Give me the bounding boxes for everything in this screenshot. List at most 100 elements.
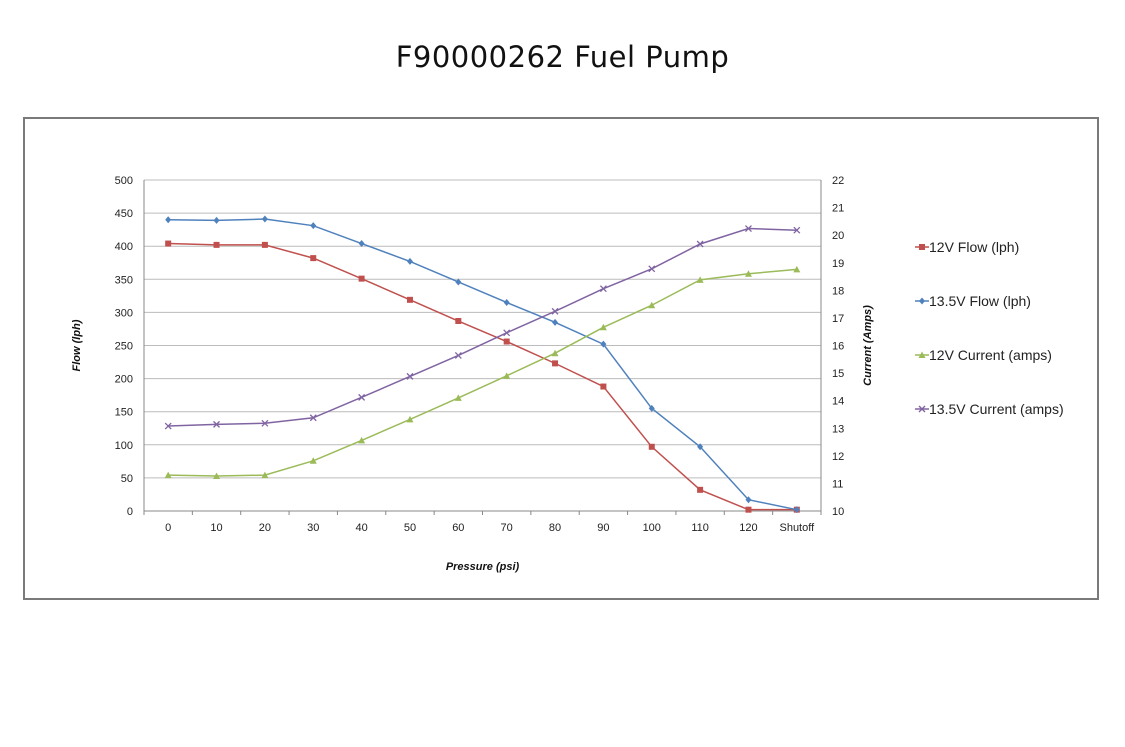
data-point	[165, 216, 172, 224]
y2-tick-label: 20	[832, 230, 844, 242]
series	[164, 215, 801, 514]
marker-stroke	[503, 329, 511, 337]
data-point	[164, 471, 172, 479]
y-tick-label: 100	[115, 440, 133, 452]
series-12v-flow-lph	[165, 240, 800, 513]
data-point	[503, 329, 511, 337]
x-tick-label: 110	[691, 522, 709, 534]
legend-item: 13.5V Flow (lph)	[915, 293, 1031, 309]
data-point	[648, 265, 656, 273]
legend-label: 12V Current (amps)	[929, 347, 1052, 363]
data-point	[261, 471, 269, 479]
y-tick-label: 500	[115, 175, 133, 187]
y-tick-label: 400	[115, 241, 133, 253]
data-point	[503, 338, 510, 345]
data-point	[358, 393, 366, 401]
y2-tick-label: 22	[832, 175, 844, 187]
marker-stroke	[745, 225, 752, 233]
marker-stroke	[696, 240, 704, 248]
x-tick-label: 100	[643, 522, 661, 534]
x-tick-label: 90	[597, 522, 609, 534]
y2-axis-title: Current (Amps)	[862, 305, 874, 386]
x-tick-label: 50	[404, 522, 416, 534]
x-tick-label: 20	[259, 522, 271, 534]
legend-item: 13.5V Current (amps)	[915, 401, 1064, 417]
x-tick-label: 30	[307, 522, 319, 534]
data-point	[406, 372, 414, 380]
y-tick-label: 350	[115, 274, 133, 286]
gridlines	[144, 179, 821, 512]
data-point	[551, 349, 559, 357]
data-point	[261, 215, 268, 223]
x-tick-label: 10	[210, 522, 222, 534]
y-tick-label: 0	[127, 506, 133, 518]
data-point	[164, 422, 172, 430]
legend-marker	[918, 351, 926, 358]
axes: 0501001502002503003504004505001011121314…	[71, 175, 874, 573]
marker-stroke	[599, 285, 607, 293]
y-tick-label: 200	[115, 374, 133, 386]
x-tick-label: 120	[739, 522, 757, 534]
data-point	[648, 301, 656, 309]
data-point	[697, 486, 704, 493]
data-point	[793, 506, 800, 514]
series-line	[168, 268, 797, 477]
y2-tick-label: 12	[832, 451, 844, 463]
series-12v-current-amps	[164, 265, 801, 479]
x-tick-label: Shutoff	[779, 522, 815, 534]
y2-tick-label: 11	[832, 478, 843, 490]
data-point	[213, 472, 221, 479]
data-point	[310, 255, 317, 262]
data-point	[358, 436, 366, 444]
marker-stroke	[918, 405, 926, 413]
chart-frame: 0 50 100 150 200 250 300 350 400 450 500 10 11 12 13 14…	[23, 117, 1099, 600]
data-point	[406, 257, 413, 265]
page-title: F90000262 Fuel Pump	[395, 40, 730, 74]
data-point	[261, 241, 268, 248]
series-line	[168, 242, 797, 511]
data-point	[454, 394, 462, 401]
marker-stroke	[164, 422, 172, 430]
x-tick-label: 80	[549, 522, 561, 534]
data-point	[696, 240, 704, 248]
marker-stroke	[648, 265, 656, 273]
data-point	[309, 414, 317, 422]
marker-stroke	[261, 419, 269, 427]
y2-tick-label: 15	[832, 368, 844, 380]
y-tick-label: 450	[115, 208, 133, 220]
x-tick-label: 60	[452, 522, 464, 534]
data-point	[793, 265, 801, 273]
data-point	[503, 372, 511, 379]
data-point	[600, 383, 607, 390]
data-point	[648, 404, 655, 412]
data-point	[358, 275, 365, 282]
data-point	[406, 296, 413, 303]
marker-stroke	[454, 351, 462, 359]
data-point	[213, 216, 220, 224]
legend-marker	[919, 297, 925, 305]
series-13-5v-current-amps	[164, 225, 801, 430]
data-point	[261, 419, 269, 427]
marker-stroke	[358, 393, 366, 401]
data-point	[165, 240, 172, 247]
data-point	[213, 241, 220, 248]
data-point	[600, 340, 607, 348]
y2-tick-label: 19	[832, 258, 844, 270]
marker-stroke	[551, 307, 559, 315]
legend-label: 13.5V Current (amps)	[929, 401, 1064, 417]
x-tick-label: 70	[501, 522, 513, 534]
data-point	[696, 276, 704, 283]
data-point	[745, 506, 752, 513]
series-13-5v-flow-lph	[165, 215, 800, 514]
data-point	[648, 443, 655, 450]
y-tick-label: 50	[121, 473, 133, 485]
y2-tick-label: 14	[832, 396, 844, 408]
legend-item: 12V Current (amps)	[915, 347, 1052, 363]
x-axis-title: Pressure (psi)	[446, 561, 520, 573]
data-point	[552, 360, 559, 367]
series-line	[168, 227, 797, 427]
data-point	[745, 496, 752, 504]
x-tick-label: 40	[355, 522, 367, 534]
y2-tick-label: 17	[832, 313, 844, 325]
y2-tick-label: 13	[832, 423, 844, 435]
